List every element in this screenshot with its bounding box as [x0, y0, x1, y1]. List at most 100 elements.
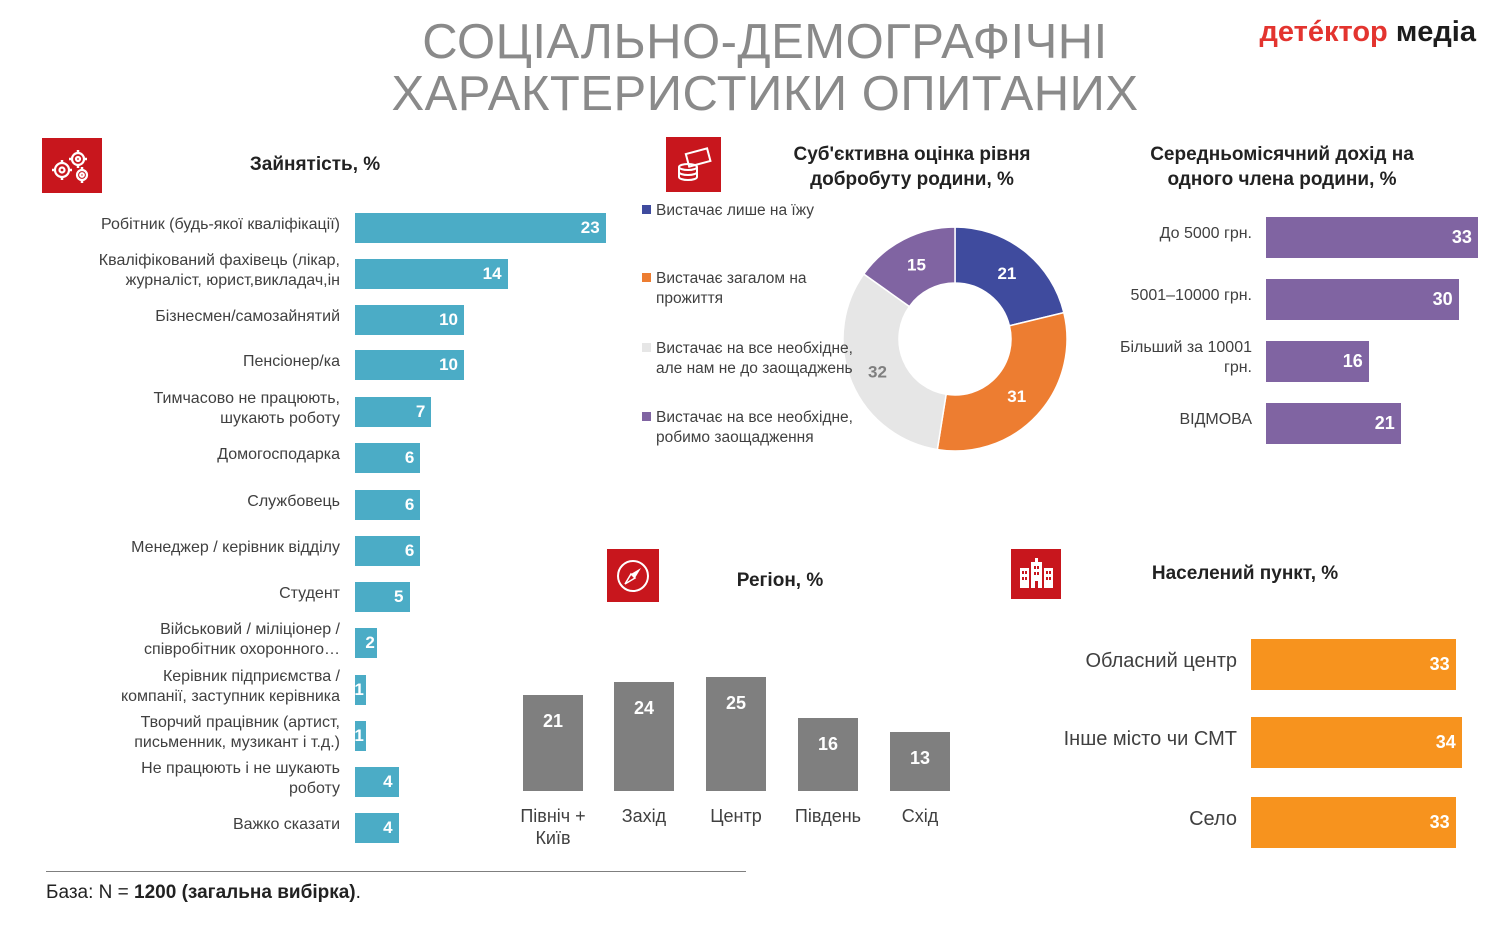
- settlement-value: 33: [1429, 654, 1450, 674]
- settlement-bar: [1251, 716, 1462, 768]
- region-value: 13: [909, 747, 931, 768]
- employment-label: Тимчасово не працюють, шукають роботу: [40, 389, 340, 429]
- employment-label-line: Важко сказати: [232, 816, 340, 833]
- employment-bar: [355, 490, 421, 520]
- legend-label: Вистачає на все необхідне, робимо заощад…: [656, 409, 853, 446]
- income-label-line: ВІДМОВА: [1179, 411, 1252, 428]
- region-bar: [614, 681, 674, 791]
- income-bar: [1266, 278, 1459, 320]
- employment-label: Не працюють і не шукають роботу: [40, 759, 340, 799]
- employment-value: 1: [354, 680, 364, 699]
- welfare-legend-item: Вистачає загалом на прожиття: [642, 269, 866, 309]
- settlement-value: 34: [1435, 732, 1456, 752]
- welfare-legend-item: Вистачає лише на їжу: [642, 201, 866, 221]
- income-label-line: 5001–10000 грн.: [1130, 287, 1252, 304]
- logo-part-2: медіа: [1395, 16, 1476, 48]
- employment-value: 6: [404, 448, 415, 467]
- employment-label: Службовець: [40, 492, 340, 512]
- logo-part-1: детéктор: [1259, 16, 1388, 48]
- employment-label: Важко сказати: [40, 815, 340, 835]
- employment-label-line: Службовець: [247, 493, 340, 510]
- settlement-label-line: Інше місто чи СМТ: [1063, 728, 1237, 750]
- region-label-line: Захід: [621, 806, 667, 826]
- compass-icon: [607, 549, 659, 602]
- region-label-line: Північ +: [520, 806, 586, 826]
- income-label-line: грн.: [1223, 359, 1252, 376]
- settlement-title: Населений пункт, %: [1151, 563, 1339, 584]
- gears-icon: [42, 138, 102, 193]
- employment-bar: [355, 628, 377, 658]
- settlement-bar: [1251, 796, 1456, 848]
- employment-label-line: Творчий працівник (артист,: [140, 714, 340, 731]
- income-value: 33: [1451, 227, 1472, 247]
- region-label: Захід: [594, 805, 694, 827]
- legend-label: Вистачає лише на їжу: [656, 202, 815, 219]
- legend-swatch: [642, 412, 651, 421]
- footer-sample: 1200 (загальна вибірка): [134, 882, 356, 903]
- income-label: 5001–10000 грн.: [1080, 286, 1252, 306]
- donut-value: 32: [868, 362, 887, 381]
- region-bar: [798, 718, 858, 791]
- title-line-1: СОЦІАЛЬНО-ДЕМОГРАФІЧНІ: [422, 15, 1108, 69]
- income-bar: [1266, 340, 1369, 382]
- employment-label-line: Військовий / міліціонер /: [160, 621, 340, 638]
- employment-label-line: шукають роботу: [220, 410, 340, 427]
- employment-value: 23: [580, 218, 600, 237]
- employment-bar: [355, 213, 606, 243]
- employment-label: Бізнесмен/самозайнятий: [40, 307, 340, 327]
- employment-bar: [355, 305, 464, 335]
- employment-value: 1: [354, 726, 364, 745]
- legend-label: Вистачає на все необхідне, але нам не до…: [656, 340, 853, 377]
- welfare-donut-chart: 21 31 32 15: [842, 226, 1068, 452]
- donut-slice: [862, 226, 956, 308]
- employment-label: Студент: [40, 584, 340, 604]
- employment-label-line: Студент: [279, 585, 340, 602]
- region-label-line: Схід: [901, 806, 939, 826]
- welfare-legend-item: Вистачає на все необхідне, але нам не до…: [642, 339, 866, 379]
- region-label: Схід: [870, 805, 970, 827]
- employment-bar: [355, 813, 399, 843]
- region-bar: [523, 695, 583, 791]
- employment-value: 10: [439, 310, 458, 329]
- employment-label-line: Керівник підприємства /: [162, 668, 340, 685]
- settlement-bar: [1251, 638, 1456, 690]
- employment-value: 2: [365, 633, 375, 652]
- employment-bar: [355, 721, 366, 751]
- settlement-value: 33: [1429, 812, 1450, 832]
- footer-divider: [46, 871, 746, 872]
- income-label: Більший за 10001 грн.: [1080, 338, 1252, 378]
- region-value: 16: [817, 734, 839, 755]
- welfare-title: Суб'єктивна оцінка рівня добробуту родин…: [793, 144, 1031, 190]
- employment-value: 7: [415, 402, 426, 421]
- region-value: 25: [725, 693, 747, 714]
- employment-label: Пенсіонер/ка: [40, 352, 340, 372]
- region-bar: [706, 677, 766, 791]
- employment-bar: [355, 443, 421, 473]
- donut-value: 15: [907, 255, 926, 274]
- footer-base: База: N = 1200 (загальна вибірка).: [46, 882, 361, 904]
- employment-title: Зайнятість, %: [249, 154, 381, 175]
- employment-label: Робітник (будь-якої кваліфікації): [40, 215, 340, 235]
- donut-value: 21: [997, 264, 1016, 283]
- page-title: СОЦІАЛЬНО-ДЕМОГРАФІЧНІ ХАРАКТЕРИСТИКИ ОП…: [300, 16, 1230, 120]
- employment-bar: [355, 397, 432, 427]
- employment-label-line: Робітник (будь-якої кваліфікації): [101, 216, 340, 233]
- income-label: ВІДМОВА: [1080, 410, 1252, 430]
- employment-value: 6: [404, 495, 415, 514]
- donut-value: 31: [1007, 387, 1026, 406]
- region-bar: [890, 731, 950, 791]
- employment-label-line: Пенсіонер/ка: [242, 353, 340, 370]
- employment-label-line: співробітник охоронного…: [144, 641, 340, 658]
- income-label: До 5000 грн.: [1080, 224, 1252, 244]
- region-label-line: Центр: [710, 806, 762, 826]
- income-bar: [1266, 402, 1401, 444]
- region-label-line: Київ: [535, 828, 571, 848]
- employment-label: Домогосподарка: [40, 445, 340, 465]
- buildings-icon: [1011, 549, 1061, 599]
- legend-swatch: [642, 273, 651, 282]
- settlement-label: Обласний центр: [1030, 649, 1237, 673]
- income-title: Середньомісячний дохід на одного члена р…: [1150, 144, 1414, 190]
- income-value: 30: [1432, 289, 1453, 309]
- employment-label-line: роботу: [288, 780, 340, 797]
- donut-slice: [936, 311, 1068, 452]
